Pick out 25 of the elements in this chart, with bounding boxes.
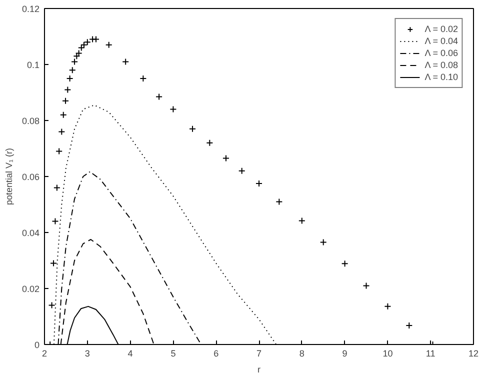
x-tick-label: 8 [299,348,304,358]
legend-label: Λ = 0.08 [424,59,458,71]
y-tick-label: 0.08 [22,116,40,126]
legend-label: Λ = 0.04 [424,35,458,47]
x-tick-label: 2 [42,348,48,358]
x-tick-label: 9 [342,348,348,358]
x-axis-title: r [258,364,260,374]
x-tick-label: 11 [426,348,436,358]
legend-label: Λ = 0.02 [424,23,458,35]
y-tick-label: 0.06 [22,172,40,182]
y-tick-label: 0.04 [22,228,40,238]
y-tick-label: 0.12 [22,4,40,14]
x-tick-label: 12 [468,348,479,358]
x-tick-label: 6 [214,348,219,358]
x-tick-label: 3 [84,348,90,358]
legend-label: Λ = 0.10 [424,71,458,83]
legend-label: Λ = 0.06 [424,47,458,59]
x-tick-label: 10 [382,348,393,358]
y-tick-label: 0.1 [26,60,40,70]
x-tick-label: 5 [170,348,176,358]
y-tick-label: 0 [34,340,40,350]
x-tick-label: 7 [256,348,262,358]
y-axis-title: potential V₁ (r) [4,148,14,206]
x-tick-label: 4 [128,348,133,358]
y-tick-label: 0.02 [22,284,40,294]
